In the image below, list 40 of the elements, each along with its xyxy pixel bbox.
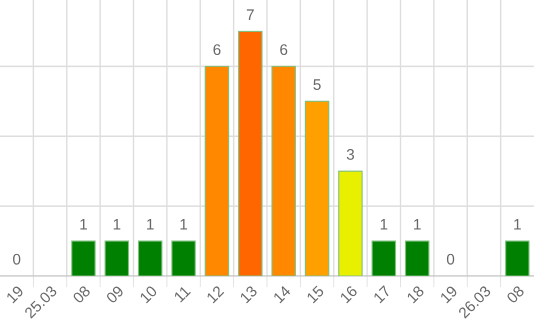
data-label: 1 (414, 219, 421, 230)
x-tick-label: 08 (72, 285, 91, 304)
x-tick-label: 13 (239, 285, 258, 304)
x-tick-label: 12 (206, 285, 224, 304)
x-tick-label: 17 (373, 285, 392, 304)
data-label: 0 (446, 254, 454, 265)
data-label: 1 (80, 219, 87, 230)
x-tick-label: 19 (440, 285, 458, 304)
x-tick-label: 18 (406, 285, 425, 304)
bar (171, 240, 196, 276)
x-tick-label: 14 (272, 285, 292, 304)
bar (304, 100, 330, 276)
x-tick-label: 19 (6, 285, 24, 304)
bar (238, 30, 263, 276)
bar (204, 66, 230, 276)
bar (338, 170, 363, 276)
data-label: 1 (114, 219, 120, 230)
data-label: 7 (246, 9, 254, 20)
bar (404, 240, 430, 276)
data-label: 1 (180, 219, 188, 230)
data-label: 1 (147, 219, 154, 230)
data-label: 0 (13, 254, 20, 265)
x-tick-label: 16 (340, 285, 358, 304)
data-label: 1 (514, 219, 521, 230)
x-tick-label: 09 (106, 285, 124, 304)
data-label: 1 (380, 219, 388, 230)
data-label: 3 (346, 149, 354, 160)
x-tick-label: 10 (139, 285, 158, 304)
bar (372, 240, 396, 276)
bar (104, 240, 130, 276)
bar (271, 66, 296, 276)
x-tick-label: 08 (506, 285, 525, 304)
x-tick-label: 11 (174, 285, 191, 303)
data-label: 6 (213, 44, 221, 56)
bar (138, 240, 162, 276)
data-label: 6 (280, 44, 288, 56)
data-label: 5 (313, 79, 321, 90)
bar (505, 240, 530, 276)
bar (71, 240, 96, 276)
x-tick-label: 15 (306, 285, 325, 304)
